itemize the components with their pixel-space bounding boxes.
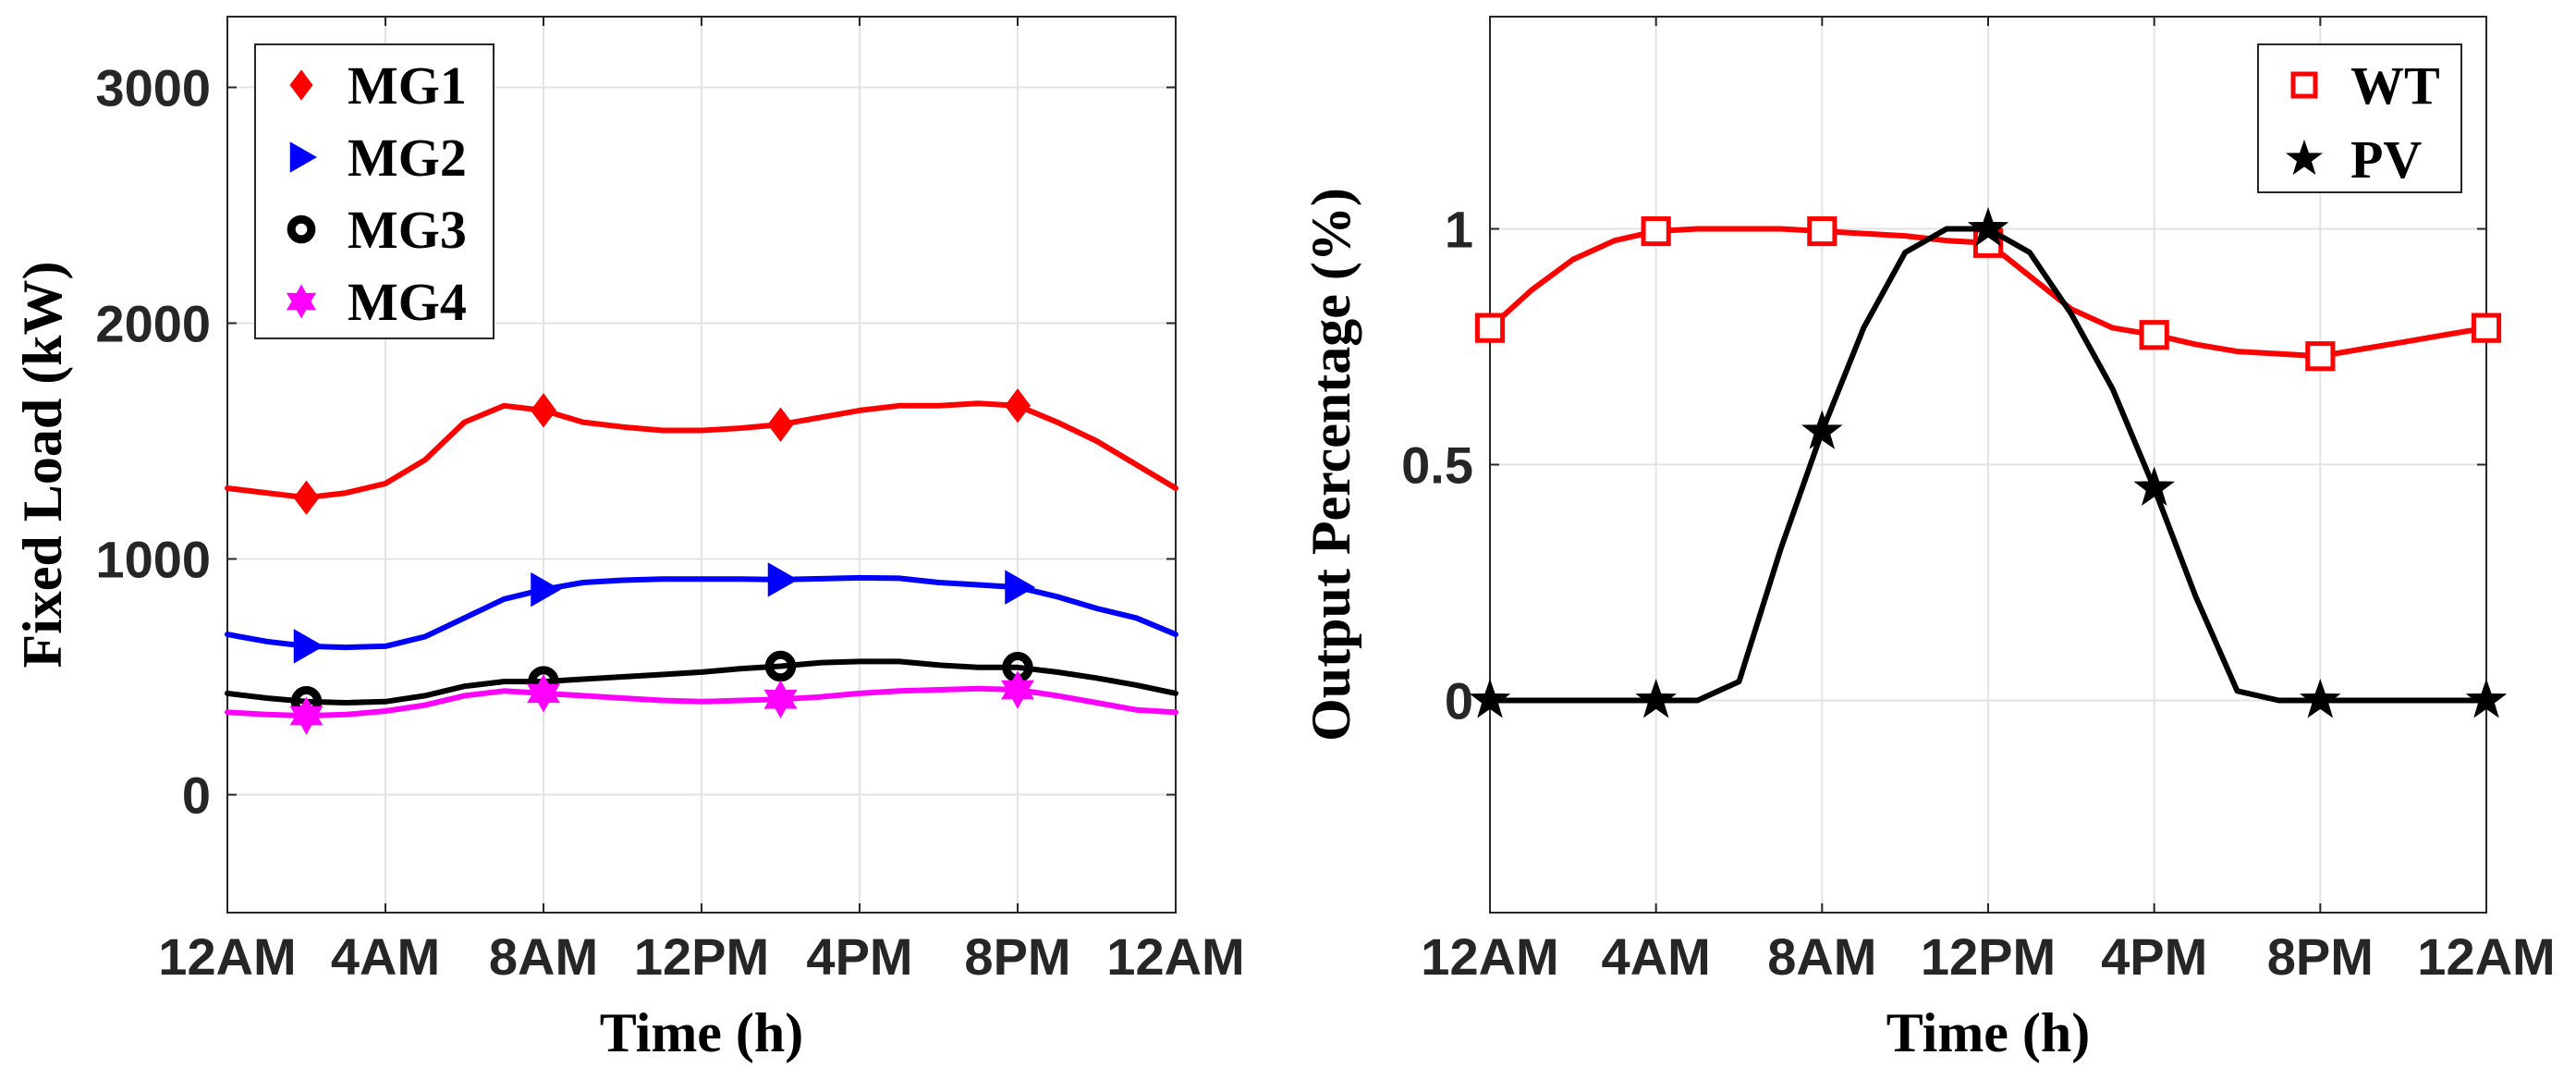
data-point-pv xyxy=(1635,679,1678,718)
legend-marker-wt xyxy=(2290,71,2318,99)
data-point-pv xyxy=(1967,207,2009,247)
data-point-mg2 xyxy=(767,562,799,597)
legend-box xyxy=(254,43,494,339)
data-point-mg4 xyxy=(526,674,561,713)
legend-marker-mg2 xyxy=(289,141,318,173)
data-point-wt xyxy=(2139,320,2169,350)
load-chart: 12AM 4AM 8AM 12PM 4PM 8PM 12AM 0 1000 2000 3000 Tim… xyxy=(12,16,1245,1063)
x-tick-label: 12AM xyxy=(1106,927,1244,986)
data-point-pv xyxy=(2299,679,2341,718)
y-tick-label: 2000 xyxy=(95,295,211,353)
y-tick-label: 0 xyxy=(182,767,211,825)
x-axis-label: Time (h) xyxy=(1886,1002,2091,1063)
legend-label-mg3: MG3 xyxy=(348,200,467,260)
data-point-wt xyxy=(1807,215,1837,247)
legend-marker-mg1 xyxy=(289,69,313,101)
data-point-mg1 xyxy=(531,393,556,428)
x-tick-label: 4PM xyxy=(806,927,912,986)
data-point-wt xyxy=(2305,341,2336,372)
data-point-mg1 xyxy=(1005,388,1031,423)
legend-marker-mg4 xyxy=(286,284,317,319)
data-point-mg2 xyxy=(531,571,562,607)
x-tick-label: 8PM xyxy=(964,927,1070,986)
legend-marker-mg3 xyxy=(287,215,316,244)
legend-label-mg2: MG2 xyxy=(348,128,467,188)
y-axis-label: Output Percentage (%) xyxy=(1300,188,1361,742)
legend-label-mg4: MG4 xyxy=(348,272,467,332)
x-tick-label: 8AM xyxy=(1767,927,1876,986)
data-point-mg4 xyxy=(1000,670,1035,709)
data-point-mg2 xyxy=(1005,570,1036,605)
data-point-mg1 xyxy=(293,480,320,515)
x-tick-label: 12PM xyxy=(634,927,769,986)
data-point-mg4 xyxy=(289,696,324,735)
x-tick-label: 8AM xyxy=(489,927,598,986)
legend-marker-pv xyxy=(2285,139,2324,176)
x-axis-label: Time (h) xyxy=(600,1002,804,1063)
y-tick-label: 1 xyxy=(1445,201,1473,259)
data-point-mg3 xyxy=(764,650,797,682)
y-tick-label: 1000 xyxy=(95,531,211,589)
data-point-mg2 xyxy=(293,629,324,664)
x-tick-label: 4PM xyxy=(2101,927,2207,986)
legend-label-wt: WT xyxy=(2350,55,2440,116)
data-point-wt xyxy=(1641,215,1671,247)
legend-label-mg1: MG1 xyxy=(348,55,467,116)
y-axis-label: Fixed Load (kW) xyxy=(12,261,73,668)
y-tick-label: 3000 xyxy=(95,59,211,117)
x-tick-label: 4AM xyxy=(331,927,440,986)
legend-label-pv: PV xyxy=(2350,129,2422,190)
data-point-pv xyxy=(2465,679,2508,718)
data-point-pv xyxy=(1801,410,1843,449)
y-tick-label: 0 xyxy=(1445,672,1473,730)
x-tick-label: 8PM xyxy=(2267,927,2374,986)
x-tick-label: 12AM xyxy=(1421,927,1558,986)
legend-box xyxy=(2257,43,2462,193)
data-point-mg1 xyxy=(767,407,794,442)
x-tick-label: 12PM xyxy=(1921,927,2056,986)
x-tick-label: 12AM xyxy=(2417,927,2555,986)
data-point-pv xyxy=(2133,466,2176,506)
data-point-mg4 xyxy=(763,680,798,718)
x-tick-label: 12AM xyxy=(158,927,296,986)
data-point-wt xyxy=(2471,313,2502,343)
series-line-mg3 xyxy=(225,658,1178,706)
data-point-pv xyxy=(1469,679,1511,718)
data-point-wt xyxy=(1474,313,1506,343)
output-chart: 12AM 4AM 8AM 12PM 4PM 8PM 12AM 0 0.5 1 Time (h) Out… xyxy=(1300,16,2556,1063)
y-tick-label: 0.5 xyxy=(1401,436,1473,495)
x-tick-label: 4AM xyxy=(1602,927,1711,986)
